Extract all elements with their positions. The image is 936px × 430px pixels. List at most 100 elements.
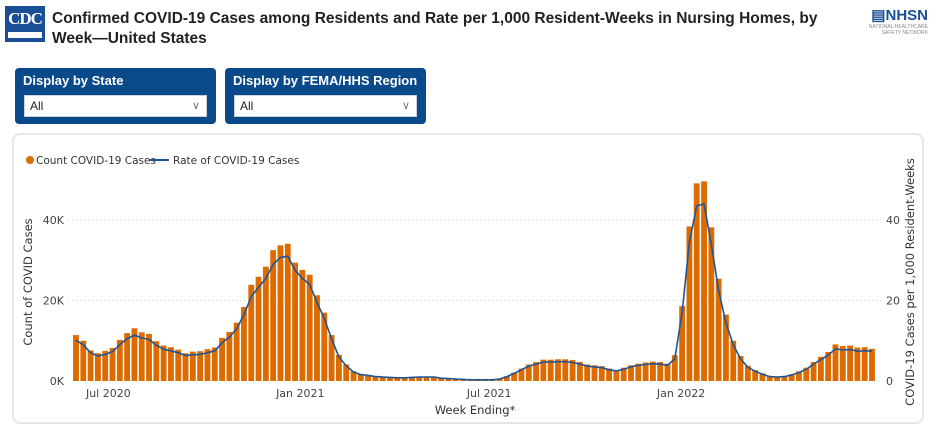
bar [708, 227, 715, 381]
bar [241, 306, 247, 381]
bar [365, 374, 372, 381]
bar [569, 360, 576, 381]
bar [737, 356, 744, 381]
bar [525, 364, 532, 381]
bar [810, 362, 817, 381]
bar [628, 365, 634, 381]
bar [511, 372, 518, 381]
bar [606, 368, 613, 381]
bar [430, 376, 437, 381]
bar [766, 376, 773, 381]
bar [788, 374, 795, 381]
x-axis-title: Week Ending* [435, 403, 516, 417]
bar [839, 345, 846, 381]
bar [219, 337, 225, 381]
bar [357, 374, 364, 381]
bar [664, 363, 671, 381]
bar [533, 362, 539, 381]
bar [445, 378, 452, 381]
bar [182, 353, 189, 381]
bar [146, 333, 152, 381]
bar [598, 366, 605, 381]
bar [832, 344, 839, 381]
bar [204, 349, 211, 381]
bar [613, 370, 620, 381]
bar [635, 363, 642, 381]
bar [109, 347, 116, 381]
bar [730, 340, 737, 381]
nhsn-logo-text: NHSN [885, 7, 928, 24]
bar [416, 376, 423, 381]
bar [540, 359, 547, 381]
bar [197, 351, 204, 381]
bar [379, 376, 386, 381]
bar [160, 345, 167, 381]
bar [314, 295, 320, 381]
y-tick-label: 40K [43, 214, 65, 227]
legend-dot-icon [26, 156, 34, 164]
region-dropdown[interactable]: All ∨ [234, 95, 417, 117]
chart-card [12, 133, 924, 424]
legend: Count COVID-19 Cases Rate of COVID-19 Ca… [26, 155, 299, 167]
bar [131, 328, 138, 381]
legend-count: Count COVID-19 Cases [36, 155, 156, 167]
y2-tick-label: 0 [886, 375, 893, 388]
bar [153, 341, 160, 381]
bar [168, 347, 174, 381]
bar [372, 376, 379, 381]
bar [679, 306, 686, 381]
bar [401, 377, 408, 381]
bar [503, 376, 510, 381]
bar [869, 348, 875, 381]
bar [306, 274, 313, 381]
state-dropdown-value: All [30, 99, 44, 113]
y2-tick-label: 20 [886, 295, 900, 308]
bar [854, 347, 861, 381]
bar [547, 359, 554, 381]
bar [138, 332, 145, 381]
bar [803, 367, 810, 381]
bar [847, 345, 854, 381]
nhsn-logo: ▤NHSN NATIONAL HEALTHCARE SAFETY NETWORK [850, 6, 928, 36]
state-filter: Display by State All ∨ [15, 68, 216, 124]
y2-tick-label: 40 [886, 214, 900, 227]
bar [299, 269, 306, 381]
bar [409, 376, 415, 381]
bar [350, 371, 357, 381]
bar [335, 354, 342, 381]
x-tick-label: Jul 2020 [85, 387, 131, 400]
bar [774, 376, 780, 381]
bar [87, 350, 94, 381]
bar [328, 335, 335, 381]
bar [284, 243, 291, 381]
bar [321, 312, 328, 381]
bar [292, 262, 299, 381]
bar [189, 351, 196, 381]
bar [620, 367, 627, 381]
bar [423, 376, 430, 381]
bar [124, 333, 131, 381]
bar [671, 355, 678, 381]
nhsn-logo-subtitle: NATIONAL HEALTHCARE SAFETY NETWORK [868, 24, 928, 36]
bar [73, 335, 79, 381]
bar [438, 378, 445, 381]
cdc-logo: CDC [5, 6, 45, 42]
region-filter: Display by FEMA/HHS Region All ∨ [225, 68, 426, 124]
page-title: Confirmed COVID-19 Cases among Residents… [52, 10, 818, 47]
bar [657, 362, 664, 381]
region-filter-label: Display by FEMA/HHS Region [233, 73, 418, 88]
bar [102, 350, 109, 381]
bar [116, 339, 123, 381]
state-dropdown[interactable]: All ∨ [24, 95, 207, 117]
bar [226, 331, 233, 381]
bar [825, 352, 832, 381]
bar [555, 359, 561, 381]
bar [649, 361, 656, 381]
bar [752, 370, 759, 381]
bar [262, 266, 269, 381]
bar [248, 284, 255, 381]
state-filter-label: Display by State [23, 73, 124, 88]
bar [723, 314, 729, 381]
bar [861, 347, 868, 381]
